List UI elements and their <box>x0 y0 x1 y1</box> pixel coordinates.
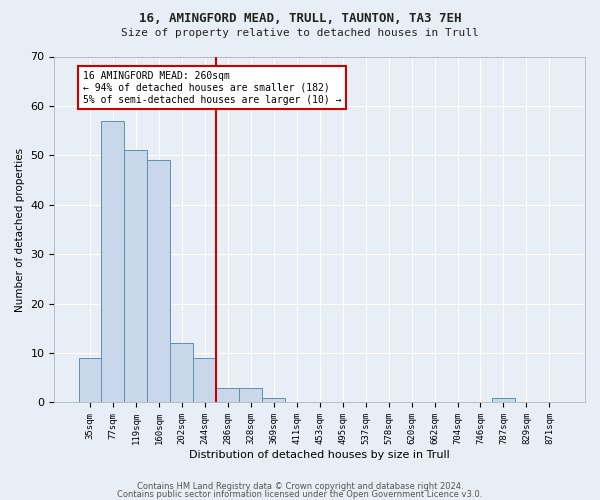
Bar <box>148 160 170 402</box>
Text: 16 AMINGFORD MEAD: 260sqm
← 94% of detached houses are smaller (182)
5% of semi-: 16 AMINGFORD MEAD: 260sqm ← 94% of detac… <box>83 72 341 104</box>
Text: Contains public sector information licensed under the Open Government Licence v3: Contains public sector information licen… <box>118 490 482 499</box>
Bar <box>262 398 285 402</box>
Bar <box>193 358 217 403</box>
Bar <box>170 343 193 402</box>
Bar <box>124 150 148 402</box>
Text: Contains HM Land Registry data © Crown copyright and database right 2024.: Contains HM Land Registry data © Crown c… <box>137 482 463 491</box>
Bar <box>217 388 239 402</box>
Text: 16, AMINGFORD MEAD, TRULL, TAUNTON, TA3 7EH: 16, AMINGFORD MEAD, TRULL, TAUNTON, TA3 … <box>139 12 461 26</box>
Bar <box>239 388 262 402</box>
X-axis label: Distribution of detached houses by size in Trull: Distribution of detached houses by size … <box>190 450 450 460</box>
Y-axis label: Number of detached properties: Number of detached properties <box>15 148 25 312</box>
Bar <box>492 398 515 402</box>
Text: Size of property relative to detached houses in Trull: Size of property relative to detached ho… <box>121 28 479 38</box>
Bar <box>79 358 101 403</box>
Bar <box>101 121 124 402</box>
